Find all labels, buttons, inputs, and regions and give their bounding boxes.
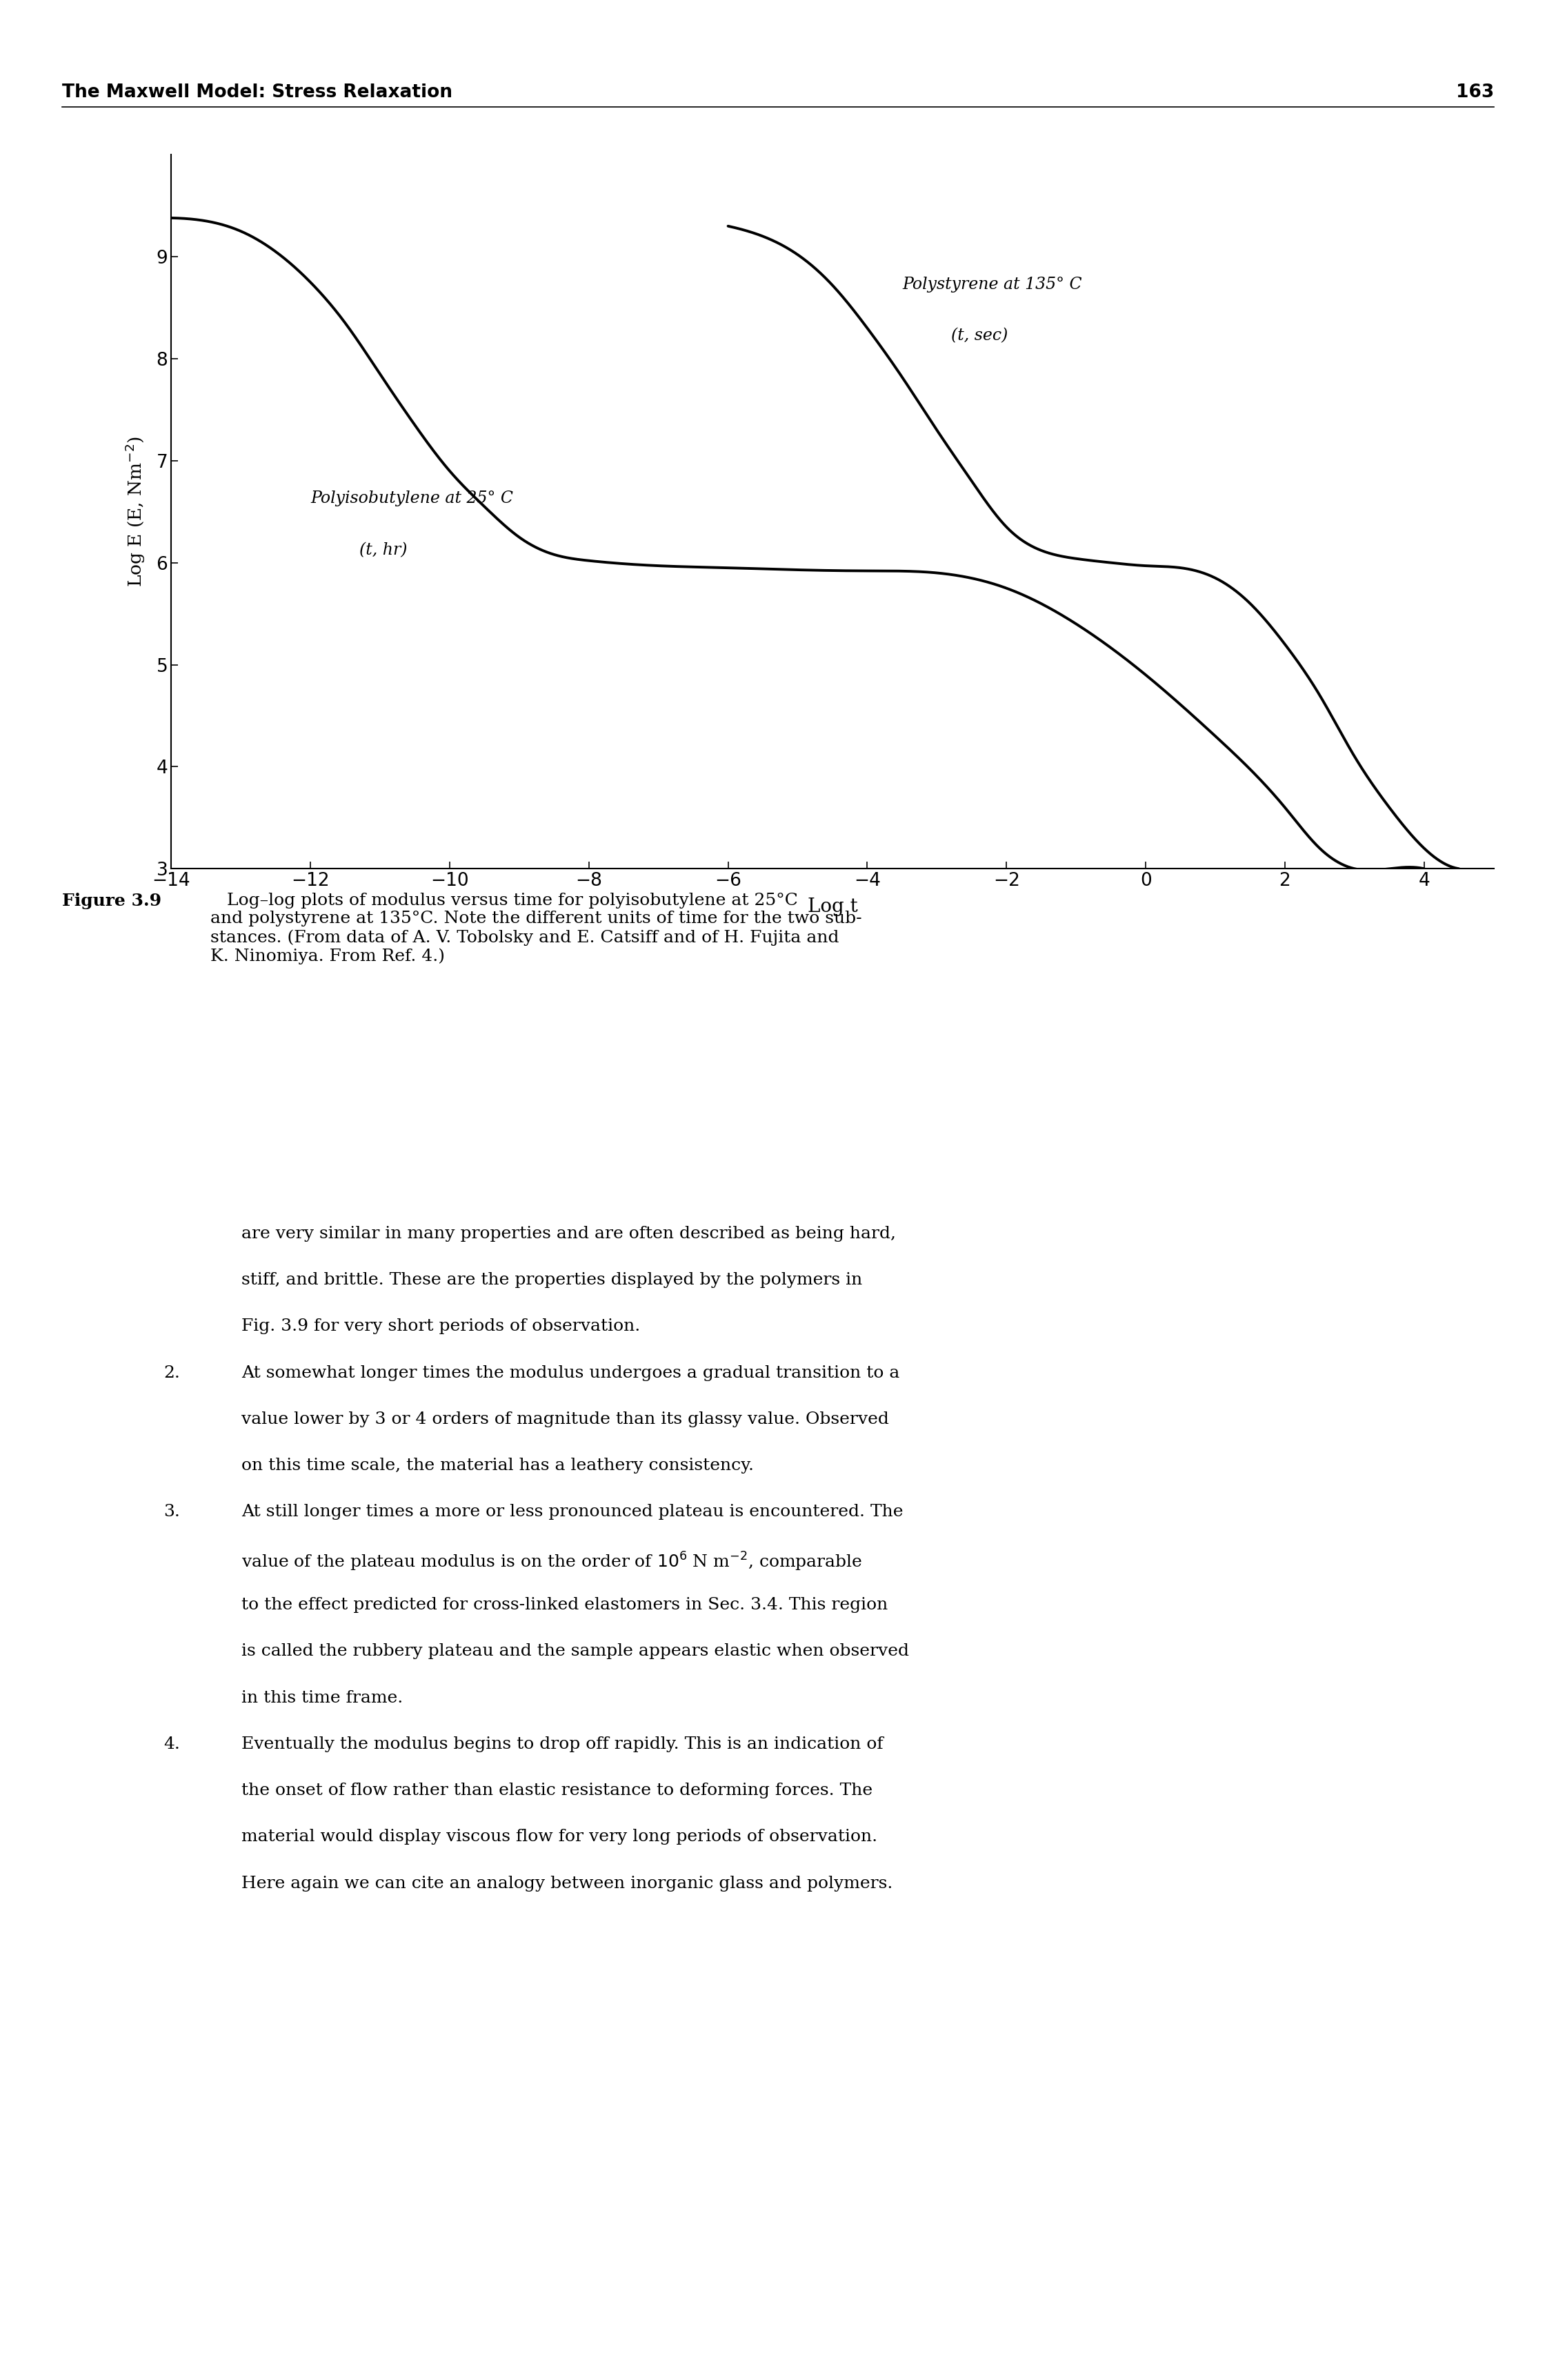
Text: material would display viscous flow for very long periods of observation.: material would display viscous flow for … — [241, 1828, 878, 1844]
Text: 2.: 2. — [163, 1366, 180, 1380]
X-axis label: Log t: Log t — [808, 897, 857, 916]
Text: Polystyrene at 135° C: Polystyrene at 135° C — [902, 276, 1081, 293]
Text: Eventually the modulus begins to drop off rapidly. This is an indication of: Eventually the modulus begins to drop of… — [241, 1737, 884, 1752]
Y-axis label: Log E (E, Nm$^{-2}$): Log E (E, Nm$^{-2}$) — [123, 436, 146, 588]
Text: Polyisobutylene at 25° C: Polyisobutylene at 25° C — [310, 490, 513, 507]
Text: At still longer times a more or less pronounced plateau is encountered. The: At still longer times a more or less pro… — [241, 1504, 902, 1521]
Text: At somewhat longer times the modulus undergoes a gradual transition to a: At somewhat longer times the modulus und… — [241, 1366, 899, 1380]
Text: Here again we can cite an analogy between inorganic glass and polymers.: Here again we can cite an analogy betwee… — [241, 1875, 893, 1892]
Text: Figure 3.9: Figure 3.9 — [62, 892, 162, 909]
Text: value lower by 3 or 4 orders of magnitude than its glassy value. Observed: value lower by 3 or 4 orders of magnitud… — [241, 1411, 888, 1428]
Text: Log–log plots of modulus versus time for polyisobutylene at 25°C
and polystyrene: Log–log plots of modulus versus time for… — [210, 892, 862, 964]
Text: The Maxwell Model: Stress Relaxation: The Maxwell Model: Stress Relaxation — [62, 83, 453, 102]
Text: 3.: 3. — [163, 1504, 180, 1521]
Text: (t, sec): (t, sec) — [951, 328, 1008, 345]
Text: the onset of flow rather than elastic resistance to deforming forces. The: the onset of flow rather than elastic re… — [241, 1783, 873, 1799]
Text: on this time scale, the material has a leathery consistency.: on this time scale, the material has a l… — [241, 1457, 753, 1473]
Text: Fig. 3.9 for very short periods of observation.: Fig. 3.9 for very short periods of obser… — [241, 1319, 640, 1335]
Text: (t, hr): (t, hr) — [359, 543, 408, 559]
Text: to the effect predicted for cross-linked elastomers in Sec. 3.4. This region: to the effect predicted for cross-linked… — [241, 1597, 887, 1614]
Text: 163: 163 — [1456, 83, 1494, 102]
Text: in this time frame.: in this time frame. — [241, 1690, 403, 1706]
Text: is called the rubbery plateau and the sample appears elastic when observed: is called the rubbery plateau and the sa… — [241, 1642, 909, 1659]
Text: are very similar in many properties and are often described as being hard,: are very similar in many properties and … — [241, 1226, 896, 1242]
Text: value of the plateau modulus is on the order of $10^6$ N m$^{-2}$, comparable: value of the plateau modulus is on the o… — [241, 1552, 862, 1573]
Text: stiff, and brittle. These are the properties displayed by the polymers in: stiff, and brittle. These are the proper… — [241, 1271, 862, 1288]
Text: 4.: 4. — [163, 1737, 180, 1752]
